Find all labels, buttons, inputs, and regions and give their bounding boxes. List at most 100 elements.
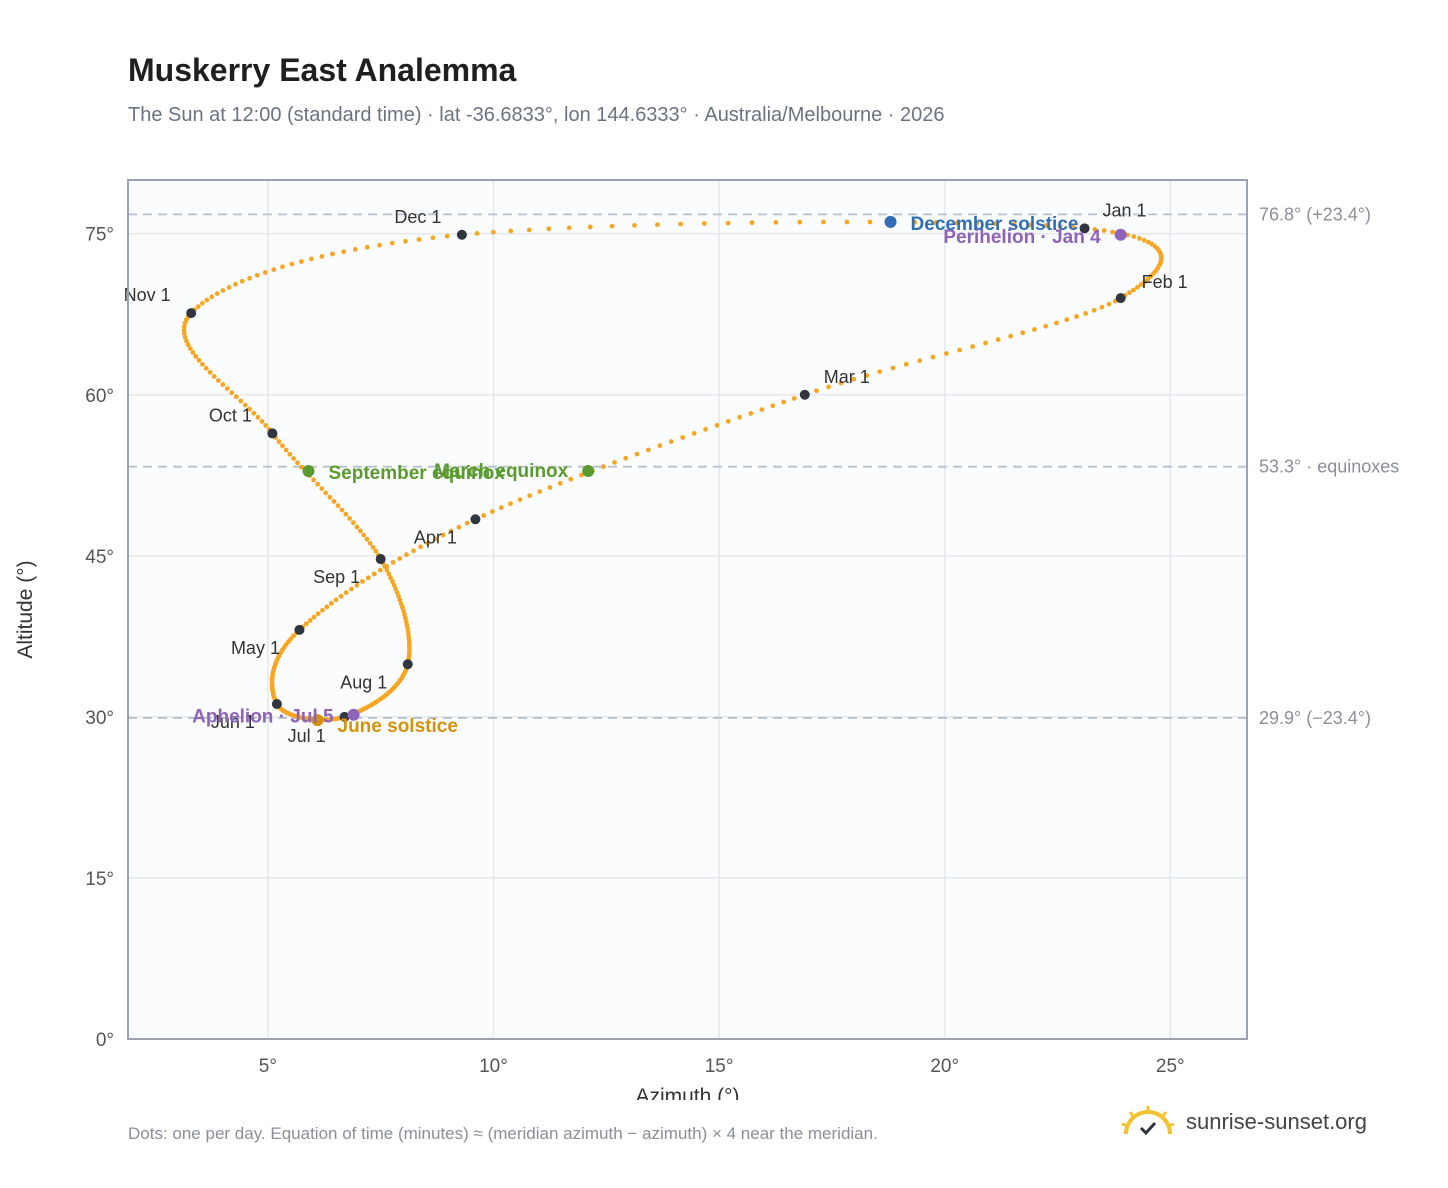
daily-sun-dot xyxy=(646,447,651,453)
daily-sun-dot xyxy=(341,249,347,255)
daily-sun-dot xyxy=(190,350,196,355)
daily-sun-dot xyxy=(251,410,257,416)
daily-sun-dot xyxy=(791,396,797,401)
daily-sun-dot xyxy=(527,493,533,499)
y-tick-label: 0° xyxy=(96,1030,114,1051)
daily-sun-dot xyxy=(1011,221,1016,227)
daily-sun-dot xyxy=(335,503,341,509)
month-point xyxy=(267,428,278,439)
daily-sun-dot xyxy=(311,477,316,483)
brand-name: sunrise-sunset.org xyxy=(1186,1109,1367,1134)
daily-sun-dot xyxy=(957,347,962,353)
daily-sun-dot xyxy=(388,575,393,581)
y-tick-label: 60° xyxy=(85,386,114,407)
daily-sun-dot xyxy=(725,220,731,226)
daily-sun-dot xyxy=(474,231,480,236)
daily-sun-dot xyxy=(508,228,514,234)
daily-sun-dot xyxy=(430,235,436,241)
daily-sun-dot xyxy=(289,261,295,267)
daily-sun-dot xyxy=(725,418,731,424)
daily-sun-dot xyxy=(255,414,261,420)
daily-sun-dot xyxy=(983,340,988,346)
month-label: Mar 1 xyxy=(824,367,870,387)
daily-sun-dot xyxy=(373,548,379,554)
y-tick-label: 45° xyxy=(85,547,114,568)
daily-sun-dot xyxy=(1092,227,1098,232)
daily-sun-dot xyxy=(657,443,663,449)
daily-sun-dot xyxy=(490,509,495,514)
daily-sun-dot xyxy=(247,406,253,412)
daily-sun-dot xyxy=(917,358,923,364)
daily-sun-dot xyxy=(347,516,352,521)
daily-sun-dot xyxy=(1141,237,1147,243)
daily-sun-dot xyxy=(389,240,395,246)
event-label: March equinox xyxy=(434,461,569,482)
daily-sun-dot xyxy=(612,460,617,465)
daily-sun-dot xyxy=(1131,234,1137,240)
daily-sun-dot xyxy=(204,297,210,303)
daily-sun-dot xyxy=(226,285,232,290)
daily-sun-dot xyxy=(390,579,395,584)
daily-sun-dot xyxy=(358,528,363,534)
daily-sun-dot xyxy=(737,414,742,420)
daily-sun-dot xyxy=(182,335,188,340)
daily-sun-dot xyxy=(327,494,333,500)
month-point xyxy=(799,389,810,400)
daily-sun-dot xyxy=(425,540,431,546)
daily-sun-dot xyxy=(291,456,296,461)
daily-sun-dot xyxy=(239,278,245,284)
event-marker xyxy=(1114,228,1127,241)
daily-sun-dot xyxy=(370,544,376,550)
month-point xyxy=(186,308,197,319)
daily-sun-dot xyxy=(386,571,392,577)
event-label: June solstice xyxy=(338,716,458,737)
daily-sun-dot xyxy=(396,593,401,599)
daily-sun-dot xyxy=(209,294,215,300)
x-tick-label: 20° xyxy=(930,1056,959,1077)
month-point xyxy=(470,514,481,525)
daily-sun-dot xyxy=(1145,276,1151,282)
daily-sun-dot xyxy=(759,407,765,412)
daily-sun-dot xyxy=(377,242,382,248)
daily-sun-dot xyxy=(394,590,400,595)
y-axis-label: Altitude (°) xyxy=(14,560,37,658)
daily-sun-dot xyxy=(418,544,423,550)
daily-sun-dot xyxy=(404,552,409,558)
daily-sun-dot xyxy=(262,270,268,275)
month-label: Jul 1 xyxy=(288,726,326,746)
daily-sun-dot xyxy=(566,225,572,231)
daily-sun-dot xyxy=(933,220,939,225)
daily-sun-dot xyxy=(195,304,201,309)
daily-sun-dot xyxy=(263,423,269,428)
daily-sun-dot xyxy=(200,300,205,306)
daily-sun-dot xyxy=(579,472,584,478)
daily-sun-dot xyxy=(338,593,344,599)
month-label: Apr 1 xyxy=(414,527,457,547)
daily-sun-dot xyxy=(464,520,470,526)
daily-sun-dot xyxy=(214,291,220,296)
daily-sun-dot xyxy=(319,254,325,259)
daily-sun-dot xyxy=(331,499,337,504)
daily-sun-dot xyxy=(233,394,239,400)
daily-sun-dot xyxy=(403,238,408,244)
daily-sun-dot xyxy=(954,220,960,226)
plot-frame xyxy=(127,179,1248,1040)
daily-sun-dot xyxy=(587,224,593,230)
daily-sun-dot xyxy=(343,590,349,595)
daily-sun-dot xyxy=(185,342,191,348)
month-point xyxy=(402,659,413,670)
daily-sun-dot xyxy=(401,608,406,614)
daily-sun-dot xyxy=(508,501,513,507)
x-tick-label: 25° xyxy=(1156,1056,1185,1077)
daily-sun-dot xyxy=(364,244,370,250)
daily-sun-dot xyxy=(220,288,226,293)
daily-sun-dot xyxy=(397,556,403,561)
daily-sun-dot xyxy=(433,536,438,542)
daily-sun-dot xyxy=(547,485,553,490)
daily-sun-dot xyxy=(1008,333,1013,339)
daily-sun-dot xyxy=(1110,229,1116,235)
daily-sun-dot xyxy=(1142,279,1148,285)
daily-sun-dot xyxy=(330,251,335,257)
brand-logo[interactable]: sunrise-sunset.org xyxy=(1120,1104,1367,1140)
daily-sun-dot xyxy=(320,607,325,613)
